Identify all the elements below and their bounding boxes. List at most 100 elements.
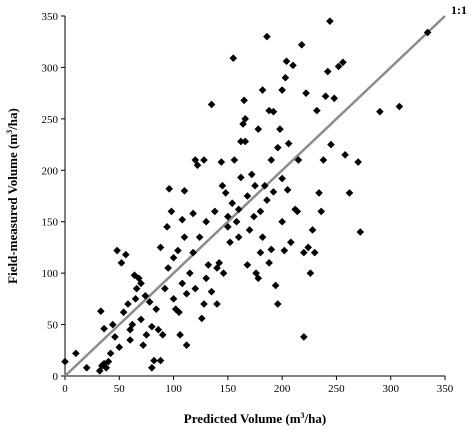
- data-point: [100, 324, 108, 333]
- data-points: [61, 17, 432, 375]
- data-point: [218, 181, 227, 190]
- data-point: [135, 274, 143, 283]
- data-point: [395, 102, 404, 111]
- x-tick-label: 50: [114, 383, 126, 395]
- data-point: [254, 125, 263, 133]
- data-point: [304, 243, 312, 252]
- data-point: [229, 54, 238, 62]
- data-point: [124, 300, 132, 308]
- data-point: [82, 363, 91, 372]
- data-point: [217, 158, 226, 166]
- data-point: [327, 140, 335, 149]
- data-point: [267, 156, 276, 164]
- y-tick-label: 200: [42, 165, 59, 177]
- data-point: [204, 261, 213, 269]
- data-point: [260, 181, 269, 190]
- data-point: [150, 356, 158, 365]
- data-point: [195, 233, 204, 241]
- one-to-one-line: [64, 15, 446, 377]
- data-point: [241, 137, 250, 146]
- data-point: [108, 320, 117, 329]
- data-point: [339, 58, 347, 67]
- data-point: [317, 207, 326, 216]
- data-point: [148, 322, 156, 331]
- data-point: [283, 186, 292, 194]
- data-point: [274, 300, 282, 308]
- y-tick-label: 0: [53, 371, 59, 383]
- data-point: [294, 156, 303, 164]
- data-point: [263, 32, 271, 41]
- data-point: [213, 300, 221, 308]
- data-point: [356, 228, 365, 236]
- x-tick-label: 250: [328, 383, 345, 395]
- data-point: [186, 269, 194, 277]
- data-point: [239, 120, 247, 128]
- data-point: [191, 284, 200, 293]
- y-tick-label: 300: [42, 62, 59, 74]
- data-point: [207, 287, 216, 296]
- data-point: [139, 341, 147, 349]
- data-point: [330, 94, 339, 103]
- data-point: [293, 207, 302, 216]
- data-point: [289, 61, 297, 70]
- data-point: [269, 107, 278, 116]
- data-point: [423, 28, 432, 37]
- data-point: [258, 86, 267, 94]
- data-point: [308, 226, 317, 234]
- axes: [64, 16, 445, 377]
- data-point: [117, 259, 126, 267]
- data-point: [250, 212, 258, 221]
- one-to-one-label: 1:1: [451, 3, 467, 17]
- data-point: [282, 57, 291, 66]
- data-point: [131, 295, 140, 303]
- data-point: [224, 212, 232, 221]
- data-point: [237, 137, 245, 146]
- data-point: [128, 320, 137, 329]
- data-point: [243, 192, 252, 200]
- data-point: [148, 363, 156, 372]
- x-tick-label: 200: [274, 383, 291, 395]
- data-point: [243, 261, 252, 269]
- data-point: [61, 357, 69, 366]
- data-point: [106, 349, 115, 358]
- data-point: [171, 305, 180, 313]
- data-point: [345, 189, 354, 197]
- data-point: [104, 357, 113, 366]
- data-point: [97, 307, 105, 315]
- data-point: [278, 174, 286, 183]
- data-point: [323, 67, 332, 76]
- data-point: [226, 238, 234, 247]
- data-point: [287, 238, 295, 247]
- data-point: [256, 248, 265, 257]
- y-axis-ticks: 0 50 100 150 200 250 300 350: [42, 11, 65, 383]
- data-point: [156, 356, 165, 365]
- data-point: [180, 187, 189, 195]
- data-point: [310, 248, 319, 257]
- data-point: [271, 281, 280, 290]
- data-point: [132, 284, 141, 293]
- data-point: [278, 86, 286, 94]
- data-point: [202, 217, 210, 226]
- data-point: [245, 226, 254, 234]
- data-point: [302, 89, 310, 97]
- data-point: [230, 156, 239, 164]
- data-point: [258, 233, 267, 241]
- data-point: [175, 308, 183, 317]
- x-tick-label: 100: [165, 383, 182, 395]
- data-point: [319, 156, 328, 164]
- data-point: [122, 250, 130, 259]
- data-point: [111, 333, 119, 341]
- data-point: [376, 107, 384, 116]
- data-point: [95, 367, 104, 375]
- data-point: [354, 158, 362, 166]
- data-point: [152, 305, 160, 313]
- data-point: [326, 17, 334, 25]
- data-point: [182, 289, 191, 298]
- data-point: [263, 196, 271, 204]
- data-point: [113, 246, 121, 255]
- data-point: [300, 333, 308, 341]
- data-point: [313, 106, 321, 115]
- data-point: [321, 92, 330, 101]
- data-point: [291, 205, 299, 214]
